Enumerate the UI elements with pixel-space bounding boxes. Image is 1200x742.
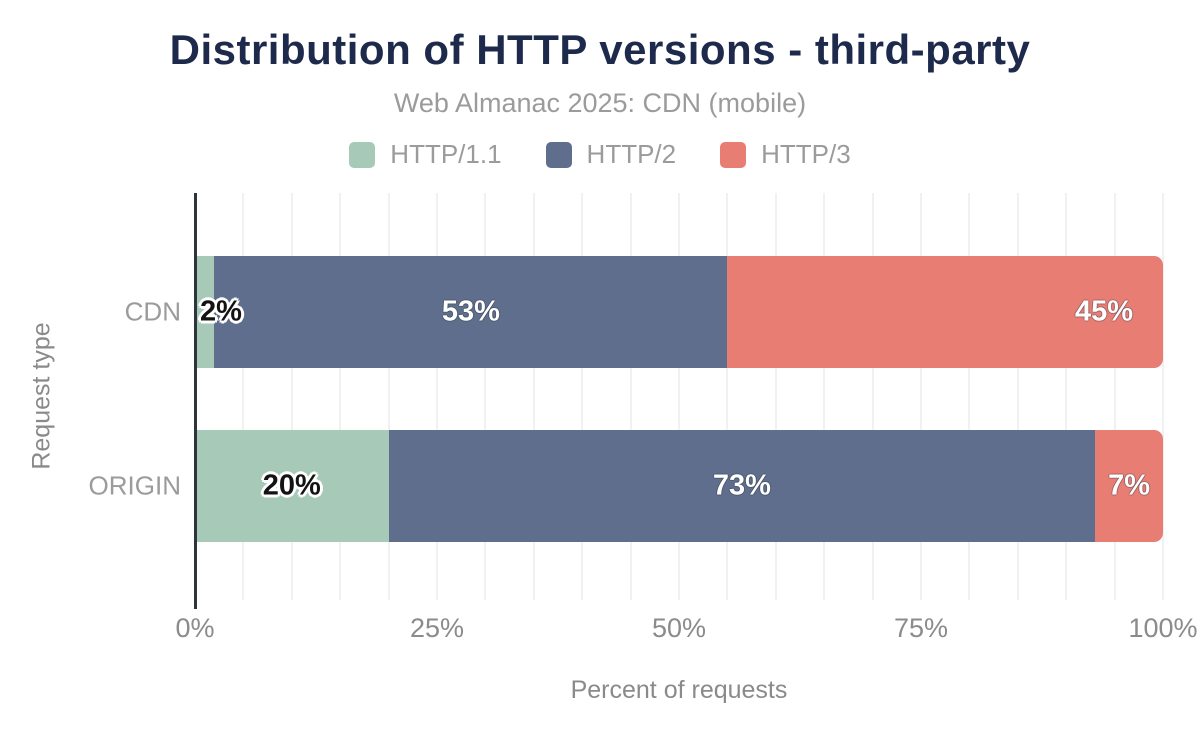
x-axis-ticks: 0% 25% 50% 75% 100%	[175, 613, 1197, 647]
bar-row-cdn: 2% 53% 45%	[195, 256, 1163, 368]
gridline	[242, 193, 245, 600]
x-tick-label: 50%	[651, 613, 707, 643]
bar-segment-cdn-http11: 2%	[195, 256, 242, 368]
gridline	[871, 193, 874, 600]
x-tick-label: 25%	[409, 613, 465, 643]
gridline	[532, 193, 535, 600]
gridline	[1113, 193, 1116, 600]
gridline	[920, 193, 922, 600]
gridline	[1016, 193, 1019, 600]
legend-swatch-icon	[545, 141, 572, 168]
gridline	[387, 193, 390, 600]
category-label-cdn: CDN	[124, 296, 181, 327]
x-tick-label: 100%	[1128, 613, 1198, 643]
gridline	[1162, 193, 1164, 600]
legend-swatch-icon	[349, 141, 376, 168]
plot-area: 2% 53% 45% 20% 73% 7%	[194, 193, 1164, 609]
gridline	[823, 193, 826, 600]
legend-swatch-icon	[720, 141, 747, 168]
gridline	[774, 193, 777, 600]
gridline	[968, 193, 971, 600]
bar-segment-origin-http3: 7%	[1095, 430, 1163, 542]
x-tick-label: 0%	[175, 613, 215, 643]
bar-value-label: 20%	[262, 469, 321, 502]
category-label-origin: ORIGIN	[88, 470, 181, 501]
bar-value-label: 7%	[1108, 469, 1151, 502]
gridline	[436, 193, 438, 600]
y-axis-line	[194, 193, 197, 609]
bar-value-label: 53%	[441, 295, 500, 328]
gridline	[484, 193, 487, 600]
chart-title: Distribution of HTTP versions - third-pa…	[169, 26, 1031, 73]
gridline	[629, 193, 632, 600]
bar-row-origin: 20% 73% 7%	[195, 430, 1163, 542]
gridline	[726, 193, 729, 600]
bar-segment-cdn-http2: 53%	[214, 256, 728, 368]
gridline	[678, 193, 680, 600]
bar-segment-origin-http2: 73%	[388, 430, 1096, 542]
chart-subtitle: Web Almanac 2025: CDN (mobile)	[393, 88, 807, 118]
legend: HTTP/1.1 HTTP/2 HTTP/3	[0, 139, 1200, 170]
legend-item: HTTP/1.1	[349, 139, 502, 170]
legend-label: HTTP/2	[586, 139, 677, 169]
legend-item: HTTP/2	[545, 139, 677, 170]
gridline	[1065, 193, 1068, 600]
x-axis-title: Percent of requests	[570, 676, 788, 704]
bar-segment-cdn-http3: 45%	[727, 256, 1163, 368]
legend-item: HTTP/3	[720, 139, 851, 170]
bar-value-label: 73%	[712, 469, 771, 502]
bar-value-label: 45%	[1074, 295, 1133, 328]
bar-segment-origin-http11: 20%	[195, 430, 389, 542]
gridline	[339, 193, 342, 600]
gridline	[581, 193, 584, 600]
y-axis-title: Request type	[27, 322, 56, 470]
legend-label: HTTP/1.1	[390, 139, 502, 169]
legend-label: HTTP/3	[761, 139, 851, 169]
bar-value-label: 2%	[200, 295, 242, 328]
x-tick-label: 75%	[893, 613, 949, 643]
gridline	[290, 193, 293, 600]
